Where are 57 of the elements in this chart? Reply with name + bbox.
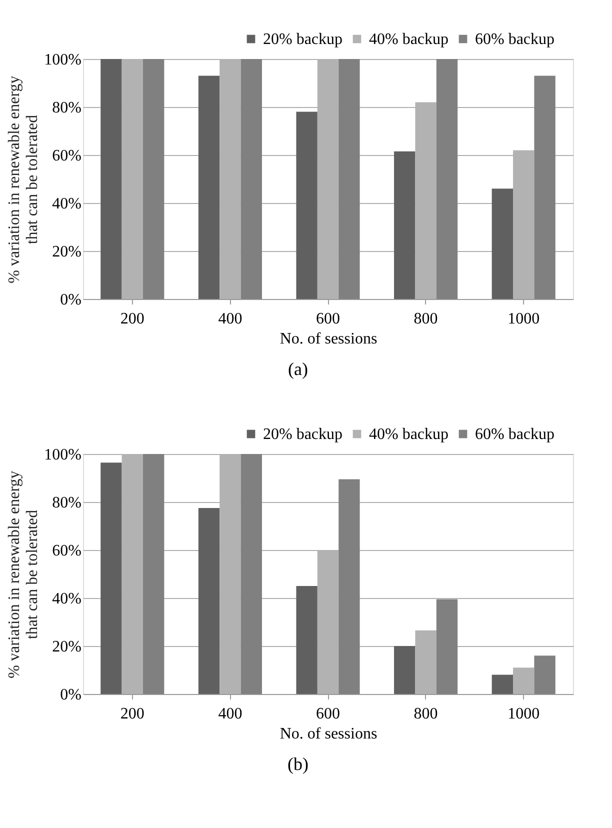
bar bbox=[534, 76, 556, 299]
bar bbox=[240, 59, 262, 299]
bar bbox=[513, 668, 534, 694]
y-tick-label: 40% bbox=[52, 590, 82, 608]
bar bbox=[122, 59, 143, 299]
bar bbox=[240, 454, 262, 694]
legend-label: 60% backup bbox=[475, 31, 555, 48]
y-tick-label: 0% bbox=[60, 292, 82, 308]
x-tick-label: 600 bbox=[316, 706, 340, 722]
x-axis-title: No. of sessions bbox=[280, 330, 378, 348]
bar bbox=[492, 188, 514, 299]
bar bbox=[100, 462, 122, 694]
x-tick-label: 400 bbox=[218, 310, 242, 328]
x-tick-label: 800 bbox=[414, 706, 438, 722]
y-tick-label: 80% bbox=[52, 494, 82, 512]
bar bbox=[338, 479, 360, 694]
x-tick-label: 800 bbox=[414, 310, 438, 328]
bar bbox=[492, 674, 514, 694]
bar bbox=[436, 59, 458, 299]
legend-label: 60% backup bbox=[475, 426, 555, 443]
y-tick-label: 0% bbox=[60, 686, 82, 704]
bar bbox=[142, 59, 164, 299]
x-tick-label: 1000 bbox=[508, 310, 540, 328]
text: (a) bbox=[288, 359, 308, 379]
x-tick-label: 600 bbox=[316, 310, 340, 328]
y-tick-label: 20% bbox=[52, 638, 82, 656]
y-tick-label: 20% bbox=[52, 244, 82, 260]
y-tick-label: 80% bbox=[52, 100, 82, 116]
x-tick-label: 1000 bbox=[508, 706, 540, 722]
bar bbox=[100, 59, 122, 299]
bar bbox=[415, 630, 436, 694]
y-tick-label: 60% bbox=[52, 542, 82, 560]
bar bbox=[338, 59, 360, 299]
bar bbox=[534, 656, 556, 694]
bar bbox=[142, 454, 164, 694]
y-axis-title: % variation in renewable energy that can be tolerated bbox=[6, 470, 42, 678]
legend-label: 40% backup bbox=[369, 426, 449, 443]
bar bbox=[198, 508, 220, 694]
bar bbox=[198, 76, 220, 299]
legend-label: 40% backup bbox=[369, 31, 449, 48]
bar bbox=[436, 599, 458, 694]
x-tick-label: 400 bbox=[218, 706, 242, 722]
x-axis-title: No. of sessions bbox=[280, 726, 378, 742]
legend-label: 20% backup bbox=[263, 426, 343, 443]
y-tick-label: 100% bbox=[44, 446, 82, 464]
x-tick-label: 200 bbox=[120, 310, 144, 328]
text: (b) bbox=[288, 754, 308, 774]
legend-label: 20% backup bbox=[263, 31, 343, 48]
bar bbox=[296, 586, 318, 694]
x-tick-label: 200 bbox=[120, 706, 144, 722]
bar bbox=[394, 151, 416, 299]
y-tick-label: 40% bbox=[52, 196, 82, 212]
y-tick-label: 100% bbox=[44, 52, 82, 68]
y-axis-title: % variation in renewable energy that can be tolerated bbox=[6, 76, 42, 284]
bar bbox=[394, 646, 416, 694]
bar bbox=[296, 112, 318, 299]
y-tick-label: 60% bbox=[52, 148, 82, 164]
